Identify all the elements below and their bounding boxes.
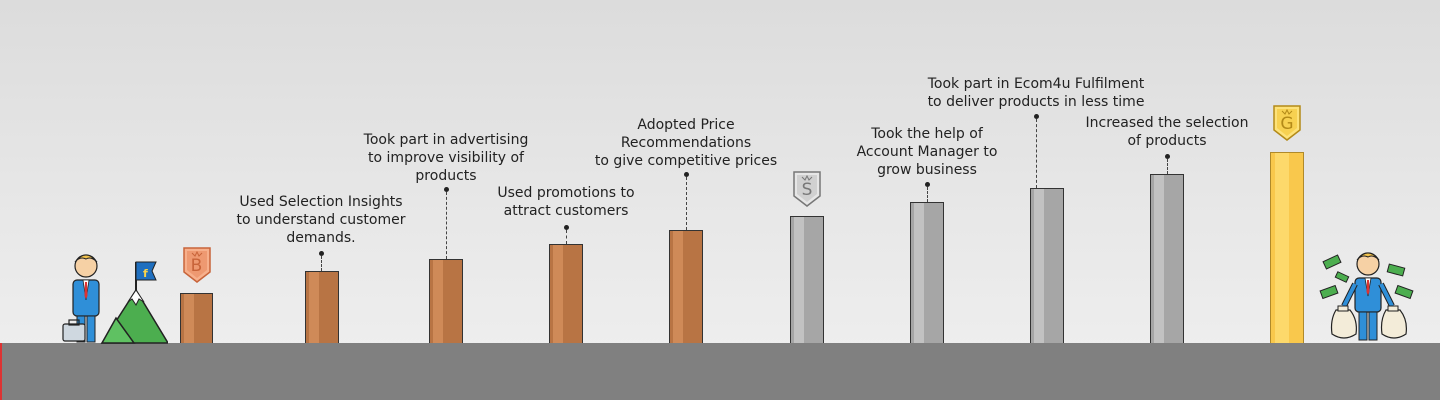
briefcase-icon (62, 319, 86, 342)
milestone-bar-10 (1270, 152, 1304, 343)
bar-highlight (1275, 153, 1289, 343)
milestone-bar-8 (1030, 188, 1064, 343)
connector-dot (444, 187, 449, 192)
badge-letter: G (1280, 114, 1294, 134)
connector-line (927, 187, 928, 202)
connector-dot (1165, 154, 1170, 159)
badge-letter: B (190, 256, 203, 276)
milestone-bar-9 (1150, 174, 1184, 343)
start-scene: f (62, 254, 168, 344)
ground (0, 343, 1440, 400)
bar-highlight (309, 272, 319, 343)
milestone-bar-7 (910, 202, 944, 343)
connector-dot (925, 182, 930, 187)
bar-highlight (673, 231, 683, 343)
milestone-caption-4: Used promotions to attract customers (497, 185, 635, 219)
connector-line (686, 177, 687, 230)
bronze-badge-icon: B (182, 246, 212, 284)
milestone-caption-3: Took part in advertising to improve visi… (363, 132, 529, 184)
milestone-caption-7: Took the help of Account Manager to grow… (856, 126, 998, 178)
bar-highlight (184, 294, 194, 343)
mountain-icon (100, 288, 168, 344)
connector-line (1036, 119, 1037, 188)
milestone-bar-6 (790, 216, 824, 343)
milestone-caption-2: Used Selection Insights to understand cu… (236, 194, 406, 246)
flag-letter: f (143, 267, 148, 280)
banknote-icon (1319, 254, 1414, 300)
gold-badge-icon: G (1272, 104, 1302, 142)
connector-line (446, 192, 447, 259)
bar-highlight (433, 260, 443, 343)
connector-dot (684, 172, 689, 177)
milestone-caption-5: Adopted Price Recommendations to give co… (594, 117, 778, 169)
milestone-caption-8: Took part in Ecom4u Fulfilment to delive… (927, 76, 1145, 110)
connector-line (321, 256, 322, 271)
milestone-bar-1 (180, 293, 213, 343)
connector-line (566, 230, 567, 244)
end-scene (1319, 252, 1414, 341)
milestone-bar-4 (549, 244, 583, 343)
rich-businessman-icon (1341, 252, 1395, 341)
money-bag-icon (1330, 305, 1407, 339)
ground-edge (0, 343, 2, 400)
businessman-icon (72, 254, 100, 343)
connector-line (1167, 159, 1168, 174)
milestone-bar-3 (429, 259, 463, 343)
connector-dot (319, 251, 324, 256)
milestone-bar-2 (305, 271, 339, 343)
bar-highlight (1154, 175, 1164, 343)
bar-highlight (553, 245, 563, 343)
flag-icon: f (135, 261, 157, 290)
connector-dot (1034, 114, 1039, 119)
bar-highlight (1034, 189, 1044, 343)
bar-highlight (794, 217, 804, 343)
milestone-bar-5 (669, 230, 703, 343)
silver-badge-icon: S (792, 170, 822, 208)
milestone-caption-9: Increased the selection of products (1085, 115, 1249, 149)
connector-dot (564, 225, 569, 230)
bar-highlight (914, 203, 924, 343)
badge-letter: S (801, 180, 813, 200)
